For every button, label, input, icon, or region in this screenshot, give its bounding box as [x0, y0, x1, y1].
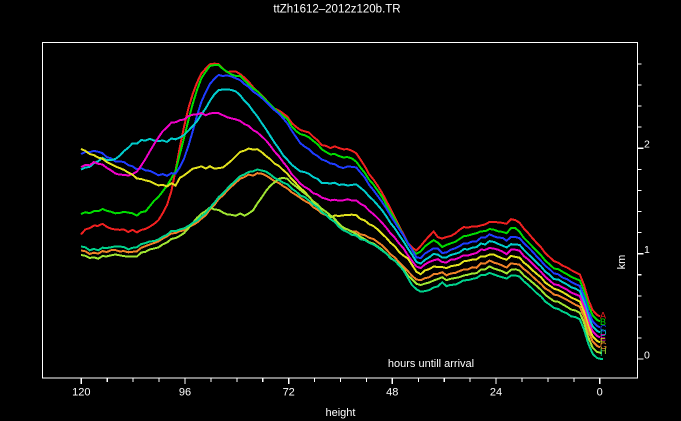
svg-text:G: G — [600, 341, 607, 351]
svg-text:ttZh1612–2012z120b.TR: ttZh1612–2012z120b.TR — [273, 4, 400, 16]
svg-text:A: A — [600, 311, 606, 321]
svg-text:120: 120 — [72, 387, 90, 399]
svg-text:2: 2 — [644, 139, 650, 151]
svg-text:height: height — [326, 407, 356, 419]
svg-text:72: 72 — [283, 387, 295, 399]
svg-text:I: I — [600, 348, 603, 358]
svg-text:H: H — [600, 346, 607, 356]
svg-text:F: F — [600, 337, 606, 347]
svg-text:E: E — [600, 333, 606, 343]
svg-text:D: D — [600, 328, 607, 338]
svg-text:hours untill arrival: hours untill arrival — [388, 358, 474, 370]
svg-text:96: 96 — [179, 387, 191, 399]
svg-text:B: B — [600, 317, 606, 327]
svg-text:24: 24 — [490, 387, 502, 399]
svg-text:0: 0 — [644, 350, 650, 362]
svg-text:48: 48 — [386, 387, 398, 399]
svg-text:1: 1 — [644, 244, 650, 256]
svg-text:C: C — [600, 324, 607, 334]
svg-text:0: 0 — [597, 387, 603, 399]
svg-text:km: km — [616, 255, 628, 270]
